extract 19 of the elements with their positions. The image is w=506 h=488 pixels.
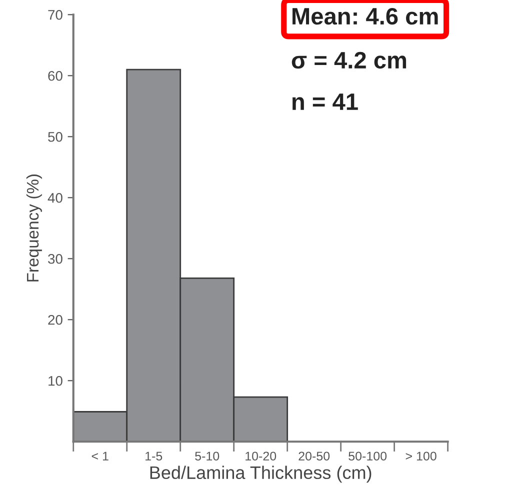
x-axis-title: Bed/Lamina Thickness (cm) — [150, 466, 372, 483]
x-tick-label: 5-10 — [195, 452, 220, 461]
y-tick-label: 70 — [48, 10, 62, 20]
y-tick-label: 20 — [48, 314, 62, 325]
y-tick-label: 40 — [48, 192, 62, 203]
x-tick-label: < 1 — [92, 452, 108, 460]
y-axis-title: Frequency (%) — [26, 174, 42, 282]
y-tick-label: 60 — [48, 70, 62, 81]
x-tick-label: > 100 — [406, 452, 436, 461]
y-tick-label: 50 — [48, 132, 62, 142]
y-tick-label: 10 — [48, 376, 62, 386]
x-tick-label: 50-100 — [348, 452, 387, 461]
x-tick-label: 10-20 — [246, 452, 276, 461]
x-tick-label: 20-50 — [298, 452, 330, 461]
annotation: n = 41 — [292, 94, 358, 110]
annotation: σ = 4.2 cm — [292, 52, 406, 69]
y-tick-label: 30 — [48, 254, 62, 264]
x-tick-label: 1-5 — [146, 452, 162, 461]
annotation: Mean: 4.6 cm — [292, 8, 438, 25]
